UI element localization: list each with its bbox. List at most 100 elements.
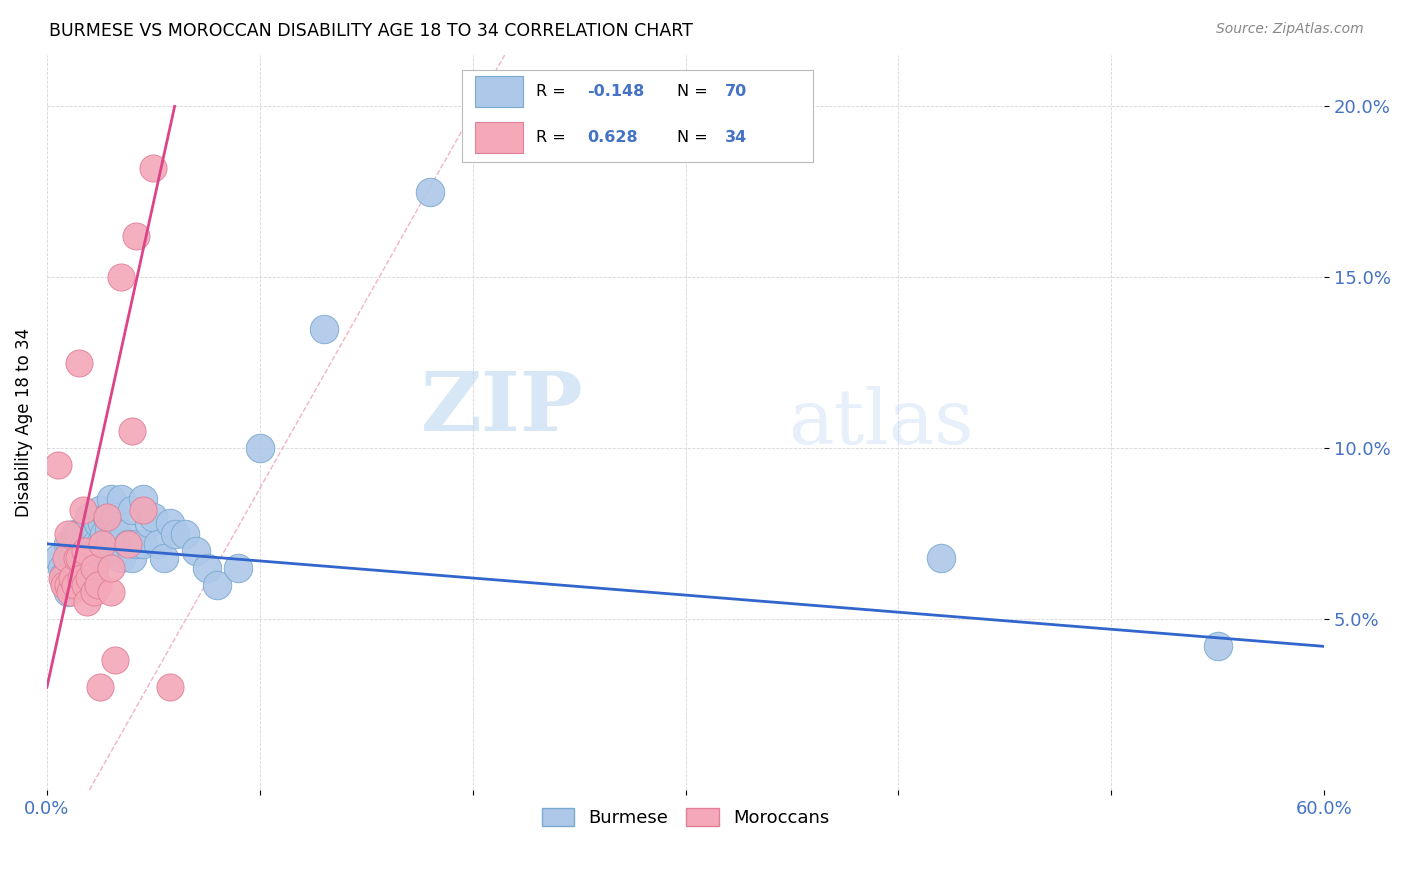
Point — [159, 516, 181, 531]
Point — [72, 550, 94, 565]
Text: 70: 70 — [725, 84, 748, 99]
Text: N =: N = — [676, 130, 713, 145]
Point — [66, 550, 89, 565]
Point — [112, 526, 135, 541]
Point — [51, 571, 73, 585]
Point — [55, 578, 77, 592]
Point — [125, 229, 148, 244]
Point — [131, 537, 153, 551]
Point — [249, 441, 271, 455]
Point — [121, 424, 143, 438]
Point — [121, 502, 143, 516]
Point — [91, 537, 114, 551]
Point — [67, 550, 90, 565]
Legend: Burmese, Moroccans: Burmese, Moroccans — [533, 798, 838, 836]
Point — [153, 550, 176, 565]
Point — [66, 550, 89, 565]
Point — [51, 561, 73, 575]
Point — [72, 578, 94, 592]
Text: N =: N = — [676, 84, 713, 99]
Point — [146, 537, 169, 551]
Point — [89, 502, 111, 516]
Point — [63, 561, 86, 575]
Point — [228, 561, 250, 575]
Point — [110, 550, 132, 565]
Point — [67, 526, 90, 541]
Point — [83, 584, 105, 599]
Text: R =: R = — [536, 130, 576, 145]
Point — [104, 653, 127, 667]
Text: ZIP: ZIP — [420, 368, 583, 448]
Point — [76, 595, 98, 609]
Point — [1206, 640, 1229, 654]
Point — [205, 578, 228, 592]
Point — [83, 561, 105, 575]
Point — [195, 561, 218, 575]
Point — [117, 537, 139, 551]
Point — [100, 537, 122, 551]
Point — [117, 537, 139, 551]
Text: 34: 34 — [725, 130, 748, 145]
Point — [72, 502, 94, 516]
Text: BURMESE VS MOROCCAN DISABILITY AGE 18 TO 34 CORRELATION CHART: BURMESE VS MOROCCAN DISABILITY AGE 18 TO… — [49, 22, 693, 40]
Point — [79, 509, 101, 524]
Point — [70, 543, 93, 558]
Bar — [475, 122, 523, 153]
Point — [66, 578, 89, 592]
Point — [96, 543, 118, 558]
Point — [46, 458, 69, 473]
Point — [67, 561, 90, 575]
Point — [75, 578, 97, 592]
Point — [67, 356, 90, 370]
Point — [138, 516, 160, 531]
Point — [59, 543, 82, 558]
Point — [131, 502, 153, 516]
Point — [91, 516, 114, 531]
Point — [56, 550, 79, 565]
Text: atlas: atlas — [787, 385, 973, 459]
Point — [52, 567, 75, 582]
Point — [89, 681, 111, 695]
Point — [56, 578, 79, 592]
Point — [121, 550, 143, 565]
Point — [142, 161, 165, 175]
Bar — [475, 76, 523, 107]
Point — [59, 584, 82, 599]
Point — [93, 526, 115, 541]
Text: Source: ZipAtlas.com: Source: ZipAtlas.com — [1216, 22, 1364, 37]
Point — [125, 537, 148, 551]
Point — [63, 578, 86, 592]
Point — [46, 550, 69, 565]
Point — [110, 492, 132, 507]
Point — [96, 509, 118, 524]
Point — [110, 270, 132, 285]
Point — [62, 571, 84, 585]
Point — [100, 492, 122, 507]
Point — [184, 543, 207, 558]
Point — [101, 516, 124, 531]
Point — [70, 571, 93, 585]
Point — [108, 537, 131, 551]
Point — [52, 578, 75, 592]
Text: R =: R = — [536, 84, 571, 99]
Point — [83, 561, 105, 575]
Point — [84, 537, 107, 551]
Text: -0.148: -0.148 — [588, 84, 644, 99]
Point — [87, 516, 110, 531]
Point — [56, 561, 79, 575]
Point — [76, 578, 98, 592]
Point — [75, 537, 97, 551]
Point — [79, 571, 101, 585]
Point — [76, 543, 98, 558]
Point — [89, 537, 111, 551]
Point — [56, 537, 79, 551]
Y-axis label: Disability Age 18 to 34: Disability Age 18 to 34 — [15, 328, 32, 517]
Point — [100, 584, 122, 599]
Point — [174, 526, 197, 541]
Point — [75, 543, 97, 558]
Point — [75, 571, 97, 585]
Point — [419, 185, 441, 199]
Point — [70, 571, 93, 585]
Point — [79, 543, 101, 558]
Point — [163, 526, 186, 541]
